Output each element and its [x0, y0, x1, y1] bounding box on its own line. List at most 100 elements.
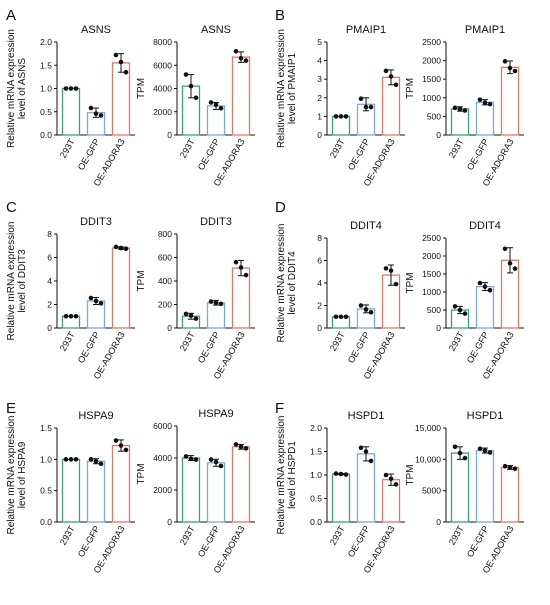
data-point [487, 450, 493, 455]
y-axis-label: Relative mRNA expressionlevel of PMAIP1 [276, 29, 298, 148]
data-point [338, 471, 344, 477]
panel-letter-f: F [275, 400, 284, 417]
data-point [88, 457, 94, 462]
y-tick-label: 6 [317, 256, 322, 266]
y-tick-label: 2 [47, 300, 52, 310]
data-point [487, 287, 493, 293]
y-tick-label: 0.0 [40, 517, 52, 527]
y-axis-label-line: Relative mRNA expression [276, 416, 287, 535]
data-point [68, 457, 74, 462]
data-point [452, 105, 458, 111]
y-tick-label: 2000 [153, 107, 172, 117]
data-point [462, 108, 468, 113]
x-tick-label: OE-GFP [465, 137, 491, 172]
chart-title: HSPA9 [198, 408, 233, 420]
x-tick-label: OE-GFP [346, 330, 372, 365]
y-axis-label: TPM [405, 78, 416, 99]
bar-oe-gfp [206, 302, 226, 329]
data-point [98, 113, 104, 118]
data-point [208, 299, 214, 304]
y-tick-label: 200 [158, 300, 172, 310]
y-tick-label: 3 [317, 74, 322, 84]
chart-title: PMAIP1 [465, 24, 505, 36]
y-axis-label-line: level of HSPD1 [287, 441, 298, 509]
y-tick-label: 4000 [153, 84, 172, 94]
data-point [113, 52, 119, 58]
y-tick-label: 0.0 [310, 517, 322, 527]
x-tick-label: 293T [178, 524, 197, 547]
data-point [343, 114, 349, 119]
x-tick-label: OE-GFP [346, 524, 372, 559]
data-point [457, 450, 463, 456]
data-point [507, 65, 513, 71]
x-tick-label: 293T [447, 330, 466, 353]
data-point [482, 448, 488, 453]
data-point [238, 444, 244, 450]
bar-oe-adora3 [500, 466, 520, 523]
data-point [393, 82, 399, 88]
y-tick-label: 2500 [422, 37, 441, 47]
bar-293t [61, 458, 81, 523]
y-tick-label: 1000 [422, 93, 441, 103]
x-tick-label: OE-GFP [196, 524, 222, 559]
data-point [333, 314, 339, 320]
chart-hspa9-mrna: HSPA9 Relative mRNA expressionlevel of HS… [6, 410, 135, 575]
data-point [343, 314, 349, 320]
bar-oe-gfp [475, 101, 495, 136]
data-point [388, 476, 394, 482]
data-point [73, 86, 79, 91]
x-tick-label: OE-GFP [196, 330, 222, 365]
y-tick-label: 2.0 [310, 423, 322, 433]
data-point [238, 265, 244, 270]
y-axis-label-line: level of DDIT3 [17, 249, 28, 313]
chart-title: DDIT4 [350, 220, 382, 232]
y-tick-label: 6000 [153, 60, 172, 70]
y-axis-label-line: TPM [136, 270, 147, 291]
x-tick-label: OE-GFP [76, 137, 102, 172]
bar-293t [181, 457, 201, 523]
data-point [208, 457, 214, 462]
panel-letter-b: B [275, 7, 285, 24]
x-tick-label: 293T [178, 330, 197, 353]
data-point [68, 313, 74, 319]
data-point [208, 100, 214, 105]
y-tick-label: 0.5 [40, 107, 52, 117]
y-tick-label: 5000 [422, 486, 441, 496]
y-axis-label: Relative mRNA expressionlevel of HSPA9 [6, 416, 28, 535]
bar-293t [61, 87, 81, 136]
data-point [502, 246, 508, 252]
y-tick-label: 2000 [422, 56, 441, 66]
y-tick-label: 5 [317, 37, 322, 47]
bar-293t [331, 115, 351, 136]
data-point [233, 442, 239, 447]
y-tick-label: 2.0 [40, 37, 52, 47]
bar-oe-adora3 [111, 444, 131, 523]
data-point [338, 314, 344, 320]
y-tick-label: 0 [167, 517, 172, 527]
data-point [502, 463, 508, 469]
y-tick-label: 1 [317, 111, 322, 121]
data-point [358, 303, 364, 308]
y-tick-label: 0 [317, 323, 322, 333]
data-point [68, 86, 74, 91]
y-tick-label: 500 [427, 305, 441, 315]
bar-293t [450, 108, 470, 136]
data-point [368, 458, 374, 464]
bar-oe-gfp [356, 453, 376, 523]
panel-letter-e: E [6, 400, 16, 417]
data-point [243, 446, 249, 451]
data-point [213, 102, 219, 108]
data-point [368, 104, 374, 110]
y-tick-label: 0.5 [40, 486, 52, 496]
chart-asns-mrna: ASNS Relative mRNA expressionlevel of ASN… [6, 24, 135, 188]
data-point [88, 105, 94, 111]
y-tick-label: 0 [167, 323, 172, 333]
data-point [218, 105, 224, 111]
y-axis-label: Relative mRNA expressionlevel of DDIT3 [6, 222, 28, 341]
data-point [218, 463, 224, 469]
bar-oe-gfp [206, 462, 226, 523]
data-point [393, 281, 399, 287]
y-tick-label: 1.5 [40, 423, 52, 433]
